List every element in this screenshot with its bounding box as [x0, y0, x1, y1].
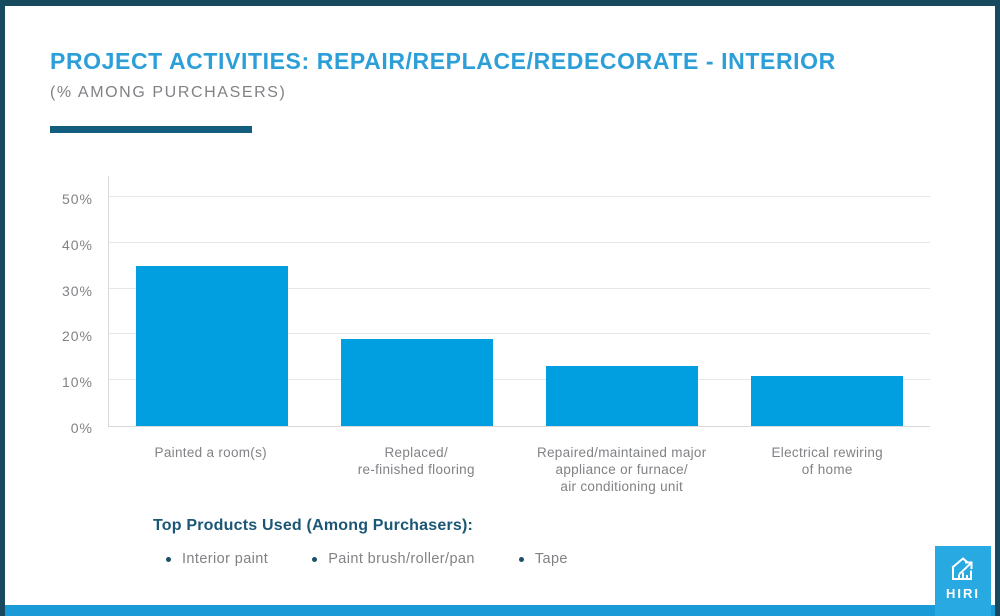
y-tick-label: 10% [61, 374, 93, 391]
y-tick-label: 40% [61, 236, 93, 253]
y-tick-label: 20% [61, 328, 93, 345]
bars-row [109, 176, 930, 426]
hiri-logo-text: HIRI [946, 586, 980, 601]
bar [751, 375, 904, 426]
products-list: Interior paint Paint brush/roller/pan Tape [166, 551, 568, 567]
bullet-icon [518, 556, 524, 562]
gridline [109, 241, 930, 243]
product-item-label: Paint brush/roller/pan [328, 551, 475, 567]
x-axis-labels: Painted a room(s) Replaced/re-finished fl… [108, 444, 930, 495]
product-item-label: Tape [534, 551, 568, 567]
gridline [109, 196, 930, 197]
bullet-icon [166, 556, 171, 562]
gridline [109, 379, 930, 381]
product-item: Interior paint [166, 551, 268, 567]
product-item-label: Interior paint [182, 551, 269, 567]
hiri-house-icon [951, 557, 973, 580]
products-heading: Top Products Used (Among Purchasers): [153, 517, 474, 534]
bar [546, 366, 699, 426]
x-axis-category-label: Electrical rewiring of home [771, 445, 883, 477]
y-tick-label: 50% [61, 191, 93, 207]
bottom-strip [5, 605, 995, 616]
product-item: Paint brush/roller/pan [312, 551, 475, 567]
bar [340, 338, 493, 426]
hiri-logo: HIRI [935, 546, 991, 616]
gridline [109, 333, 930, 335]
bullet-icon [312, 556, 318, 562]
product-item: Tape [518, 551, 568, 567]
x-axis-category-label: Replaced/re-finished flooring [357, 445, 475, 477]
bar-slot [520, 176, 725, 426]
bar-slot [109, 176, 314, 426]
page-subtitle: (% AMONG PURCHASERS) [50, 84, 287, 101]
accent-rule [50, 126, 252, 133]
slide-header: PROJECT ACTIVITIES: REPAIR/REPLACE/REDEC… [50, 48, 836, 102]
y-axis-ticks: 0% 10% 20% 30% 40% 50% [50, 176, 108, 436]
plot-area [108, 176, 930, 427]
bar-chart: 0% 10% 20% 30% 40% 50% Painted a room(s) Repla… [50, 176, 930, 511]
page-title: PROJECT ACTIVITIES: REPAIR/REPLACE/REDEC… [50, 48, 836, 74]
bar-slot [725, 176, 930, 426]
y-tick-label: 0% [70, 420, 93, 436]
y-tick-label: 30% [61, 282, 93, 299]
x-axis-category-label: Painted a room(s) [154, 445, 267, 460]
gridline [109, 287, 930, 289]
bar [135, 265, 288, 426]
x-axis-category-label: Repaired/maintained major appliance or fu… [536, 445, 707, 494]
bar-slot [314, 176, 519, 426]
